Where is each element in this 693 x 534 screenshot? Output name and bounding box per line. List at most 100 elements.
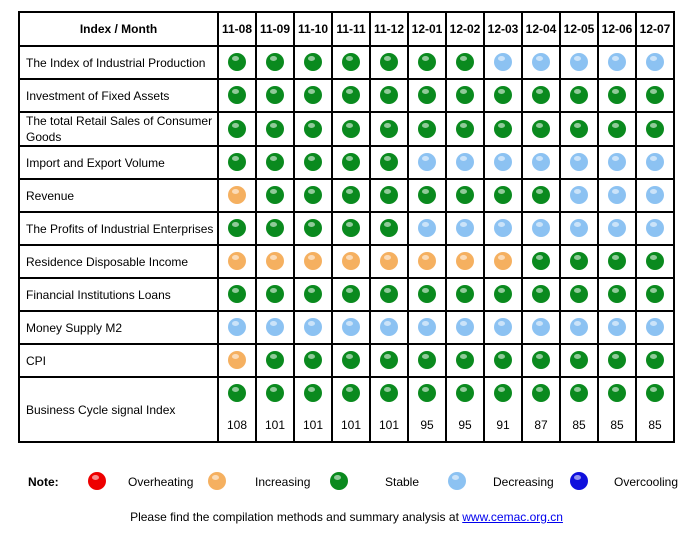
signal-cell xyxy=(217,78,257,113)
signal-cell xyxy=(407,145,447,180)
stable-signal-icon xyxy=(266,119,284,138)
signal-cell xyxy=(521,211,561,246)
signal-cell xyxy=(293,310,333,345)
stable-signal-icon xyxy=(532,285,550,304)
decreasing-signal-icon xyxy=(646,219,664,238)
signal-cell xyxy=(255,145,295,180)
stable-signal-icon xyxy=(456,285,474,304)
signal-cell xyxy=(217,244,257,279)
decreasing-signal-icon xyxy=(608,186,626,205)
signal-cell xyxy=(559,211,599,246)
stable-signal-icon xyxy=(456,86,474,105)
signal-cell xyxy=(483,78,523,113)
signal-cell xyxy=(597,211,637,246)
overcooling-signal-icon xyxy=(570,472,588,490)
signal-cell xyxy=(255,310,295,345)
stable-signal-icon xyxy=(228,384,246,403)
signal-cell xyxy=(293,45,333,80)
month-header: 11-09 xyxy=(255,11,295,47)
signal-cell xyxy=(635,244,675,279)
stable-signal-icon xyxy=(228,219,246,238)
stable-signal-icon xyxy=(266,384,284,403)
signal-cell xyxy=(597,376,637,409)
header-row: Index / Month 11-08 11-09 11-10 11-11 11-12 1… xyxy=(18,11,675,47)
signal-cell xyxy=(597,145,637,180)
signal-cell xyxy=(255,376,295,409)
signal-cell xyxy=(559,145,599,180)
stable-signal-icon xyxy=(380,351,398,370)
table-row: Investment of Fixed Assets xyxy=(18,78,675,113)
signal-cell xyxy=(559,376,599,409)
signal-cell xyxy=(407,178,447,213)
stable-signal-icon xyxy=(494,119,512,138)
stable-signal-icon xyxy=(418,86,436,105)
table-row: CPI xyxy=(18,343,675,378)
signal-cell xyxy=(331,343,371,378)
stable-signal-icon xyxy=(266,219,284,238)
increasing-signal-icon xyxy=(418,252,436,271)
decreasing-signal-icon xyxy=(570,153,588,172)
stable-signal-icon xyxy=(304,53,322,72)
table-row: The total Retail Sales of Consumer Goods xyxy=(18,111,675,147)
signal-cell xyxy=(521,178,561,213)
stable-signal-icon xyxy=(418,384,436,403)
stable-signal-icon xyxy=(266,86,284,105)
stable-signal-icon xyxy=(608,351,626,370)
stable-signal-icon xyxy=(418,53,436,72)
signal-cell xyxy=(521,45,561,80)
index-value: 87 xyxy=(521,409,561,443)
signal-cell xyxy=(559,310,599,345)
signal-cell xyxy=(293,178,333,213)
signal-cell xyxy=(369,244,409,279)
signal-cell xyxy=(369,78,409,113)
signal-cell xyxy=(217,178,257,213)
stable-signal-icon xyxy=(266,53,284,72)
decreasing-signal-icon xyxy=(646,318,664,337)
stable-signal-icon xyxy=(380,186,398,205)
indicator-label: Revenue xyxy=(18,178,219,213)
signal-cell xyxy=(521,343,561,378)
signal-cell xyxy=(483,376,523,409)
signal-cell xyxy=(331,145,371,180)
index-value: 101 xyxy=(331,409,371,443)
stable-signal-icon xyxy=(228,53,246,72)
cemac-link[interactable]: www.cemac.org.cn xyxy=(462,510,563,524)
decreasing-signal-icon xyxy=(532,53,550,72)
stable-signal-icon xyxy=(342,86,360,105)
stable-signal-icon xyxy=(418,285,436,304)
stable-signal-icon xyxy=(532,186,550,205)
signal-cell xyxy=(331,244,371,279)
signal-cell xyxy=(407,211,447,246)
signal-cell xyxy=(255,211,295,246)
stable-signal-icon xyxy=(456,351,474,370)
signal-cell xyxy=(255,78,295,113)
decreasing-signal-icon xyxy=(494,219,512,238)
signal-cell xyxy=(217,145,257,180)
signal-cell xyxy=(217,277,257,312)
stable-signal-icon xyxy=(266,285,284,304)
decreasing-signal-icon xyxy=(608,219,626,238)
decreasing-signal-icon xyxy=(532,318,550,337)
signal-cell xyxy=(217,343,257,378)
signal-cell xyxy=(483,45,523,80)
signal-cell xyxy=(597,111,637,147)
indicator-label: Investment of Fixed Assets xyxy=(18,78,219,113)
signal-cell xyxy=(255,343,295,378)
signal-cell xyxy=(483,111,523,147)
signal-cell xyxy=(331,211,371,246)
signal-cell xyxy=(483,211,523,246)
month-header: 12-06 xyxy=(597,11,637,47)
signal-cell xyxy=(445,277,485,312)
signal-cell xyxy=(331,376,371,409)
stable-signal-icon xyxy=(570,86,588,105)
signal-cell xyxy=(217,211,257,246)
stable-signal-icon xyxy=(608,384,626,403)
index-value: 85 xyxy=(597,409,637,443)
index-value: 85 xyxy=(635,409,675,443)
decreasing-signal-icon xyxy=(532,153,550,172)
legend-label-stable: Stable xyxy=(385,475,420,489)
index-value: 95 xyxy=(445,409,485,443)
stable-signal-icon xyxy=(304,153,322,172)
signal-cell xyxy=(217,111,257,147)
stable-signal-icon xyxy=(228,86,246,105)
